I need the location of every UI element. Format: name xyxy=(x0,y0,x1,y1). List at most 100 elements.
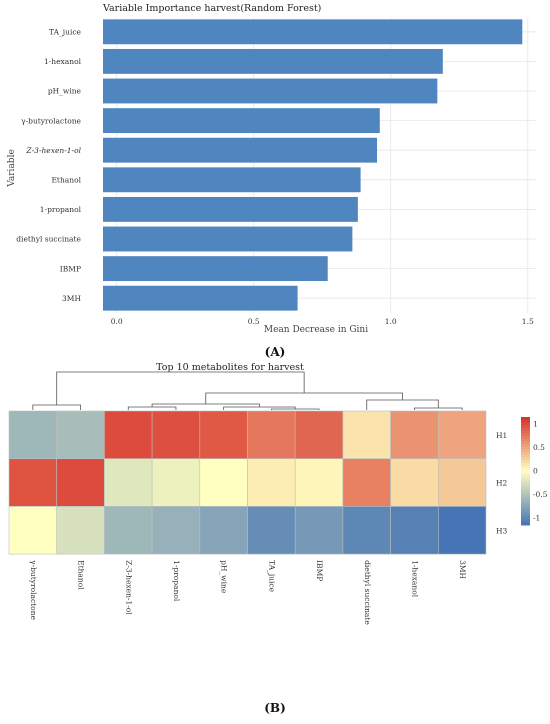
heatmap-cell xyxy=(8,458,58,507)
bar-series xyxy=(103,19,523,311)
bar-category-label: Z-3-hexen-1-ol xyxy=(25,146,81,155)
bar xyxy=(103,19,523,45)
heatmap-cell xyxy=(437,458,487,507)
bar-category-label: γ-butyrolactone xyxy=(21,116,81,125)
bar-category-label: TA_juice xyxy=(49,28,82,37)
heatmap-cell xyxy=(247,410,296,460)
dendrogram-link xyxy=(32,404,81,410)
colorbar-segment xyxy=(521,487,530,491)
bar-x-tick-label: 1.5 xyxy=(522,317,534,326)
heatmap-cell xyxy=(390,410,439,460)
bar-y-axis-label: Variable xyxy=(7,149,17,188)
heatmap-cell xyxy=(390,506,439,555)
heatmap-cell xyxy=(56,458,105,507)
heatmap-cell xyxy=(104,458,153,507)
heatmap-cell xyxy=(247,458,296,507)
colorbar-segment xyxy=(521,503,530,507)
bar-x-ticks: 0.0 0.5 1.0 1.5 xyxy=(111,317,534,326)
heatmap-cell xyxy=(390,458,439,507)
heatmap-column-label: Ethanol xyxy=(77,560,86,590)
colorbar-segment xyxy=(521,446,530,450)
dendrogram-link xyxy=(270,408,320,410)
colorbar-segment xyxy=(521,441,530,445)
bar-category-label: Ethanol xyxy=(51,176,81,185)
heatmap-cell xyxy=(294,506,344,555)
bar xyxy=(103,226,353,252)
colorbar-segment xyxy=(521,516,530,521)
bar-x-tick-label: 0.5 xyxy=(248,317,260,326)
colorbar-tick-label: 0 xyxy=(533,467,538,476)
heatmap-cells xyxy=(8,410,487,555)
colorbar-segment xyxy=(521,425,530,429)
heatmap-row-labels: H1 H2 H3 xyxy=(496,431,508,535)
heatmap-cell xyxy=(104,410,153,460)
heatmap-column-labels: γ-butyrolactone Ethanol Z-3-hexen-1-ol 1-pr… xyxy=(29,560,467,625)
bar-x-tick-label: 0.0 xyxy=(111,317,123,326)
heatmap-cell xyxy=(294,458,344,507)
bar xyxy=(103,196,358,222)
heatmap-column-label: 3MH xyxy=(458,560,467,579)
colorbar-tick-label: -1 xyxy=(533,513,540,522)
heatmap-cell xyxy=(151,506,201,555)
bar xyxy=(103,256,328,282)
bar-category-label: 3MH xyxy=(62,294,81,303)
bar-category-label: 1-propanol xyxy=(40,205,82,214)
colorbar-segment xyxy=(521,514,530,518)
colorbar-segment xyxy=(521,492,530,496)
colorbar-segment xyxy=(521,449,530,453)
colorbar-segment xyxy=(521,484,530,488)
heatmap-cell xyxy=(104,506,153,555)
panel-label-b: (B) xyxy=(264,701,286,715)
heatmap-cell xyxy=(199,506,248,555)
colorbar-segment xyxy=(521,519,530,523)
colorbar-segment xyxy=(521,457,530,461)
heatmap-row-label: H1 xyxy=(496,431,507,440)
bar xyxy=(103,108,380,134)
bar-x-axis-label: Mean Decrease in Gini xyxy=(264,325,368,335)
colorbar-segment xyxy=(521,422,530,426)
colorbar-segment xyxy=(521,468,530,472)
bar xyxy=(103,167,361,193)
bar xyxy=(103,137,378,163)
bar-category-labels: TA_juice 1-hexanol pH_wine γ-butyrolactone Z… xyxy=(16,28,81,303)
colorbar-segment xyxy=(521,495,530,499)
dendrogram-link xyxy=(127,406,177,410)
colorbar-segment xyxy=(521,454,530,458)
colorbar-segment xyxy=(521,522,530,526)
colorbar-segment xyxy=(521,489,530,494)
heatmap-column-label: 1-hexanol xyxy=(410,560,419,598)
bar-category-label: IBMP xyxy=(60,264,81,273)
heatmap-cell xyxy=(342,458,391,507)
colorbar-segment xyxy=(521,417,530,421)
heatmap-title: Top 10 metabolites for harvest xyxy=(156,362,304,373)
heatmap-column-label: diethyl succinate xyxy=(363,560,372,625)
panel-label-a: (A) xyxy=(265,345,286,359)
bar-category-label: 1-hexanol xyxy=(44,57,82,66)
colorbar-segment xyxy=(521,500,530,504)
colorbar-segment xyxy=(521,452,530,456)
colorbar-segment xyxy=(521,419,530,423)
bar-chart-title: Variable Importance harvest(Random Fores… xyxy=(102,3,321,14)
heatmap-cell xyxy=(56,410,105,460)
column-dendrogram xyxy=(32,371,463,410)
heatmap-row-label: H2 xyxy=(496,479,508,488)
bar-x-tick-label: 1.0 xyxy=(385,317,397,326)
colorbar-segment xyxy=(521,433,530,437)
dendrogram-link xyxy=(56,371,305,405)
colorbar-segment xyxy=(521,508,530,512)
heatmap-cell xyxy=(56,506,105,555)
heatmap-column-label: TA_juice xyxy=(267,560,276,593)
bar-category-label: pH_wine xyxy=(48,87,82,96)
bar xyxy=(103,48,443,74)
heatmap-cell xyxy=(342,506,391,555)
heatmap-cell xyxy=(342,410,391,460)
heatmap-cell xyxy=(294,410,344,460)
heatmap-cell xyxy=(151,458,201,507)
colorbar-segment xyxy=(521,462,530,467)
colorbar-segment xyxy=(521,473,530,477)
heatmap-cell xyxy=(199,458,248,507)
bar xyxy=(103,78,438,104)
heatmap-cell xyxy=(199,410,248,460)
colorbar-segment xyxy=(521,511,530,515)
dendrogram-link xyxy=(366,399,439,410)
